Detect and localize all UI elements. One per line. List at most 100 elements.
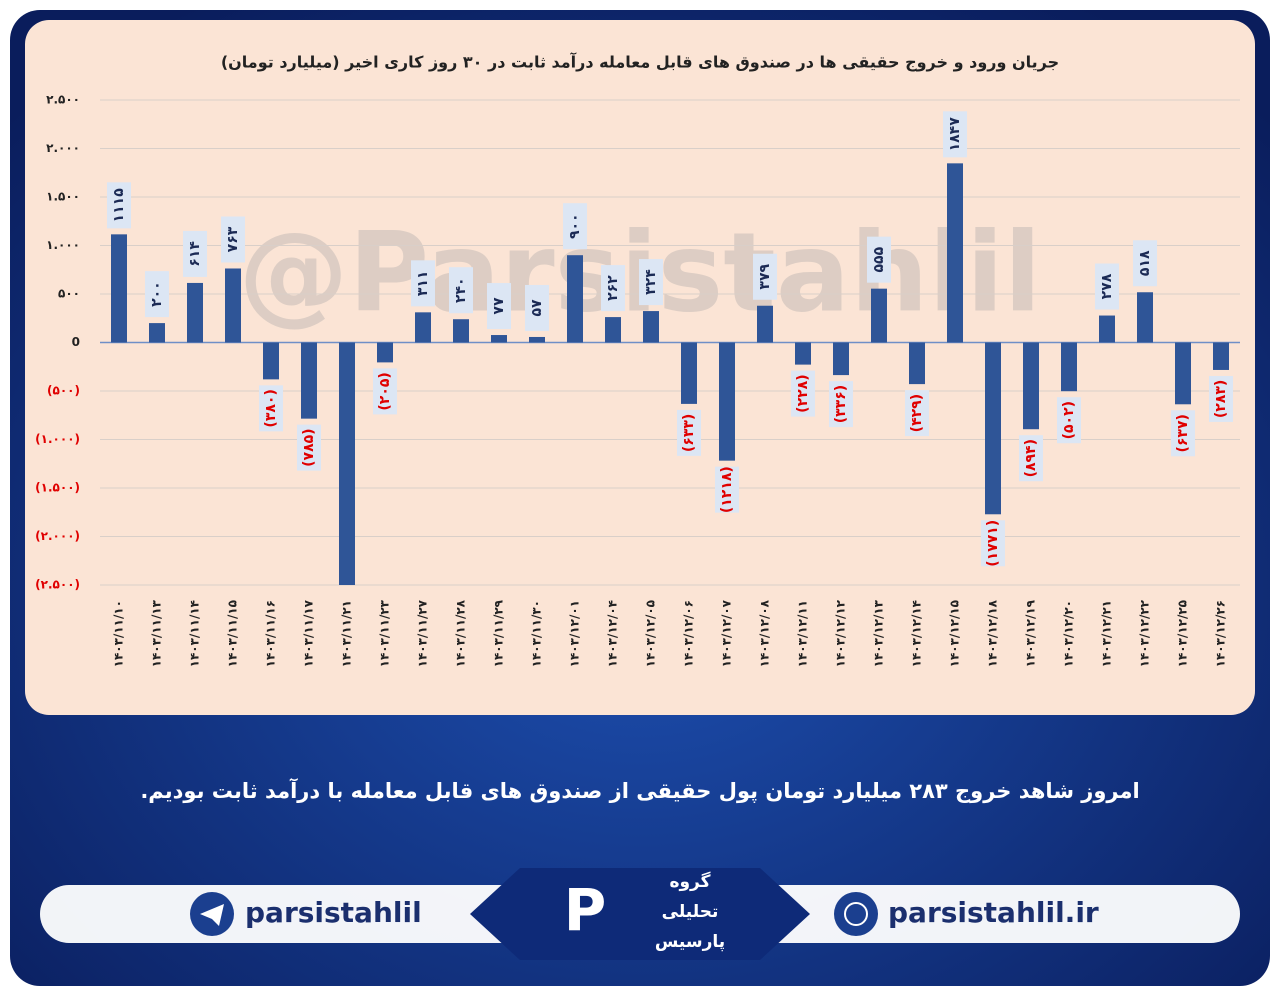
value-label: (۵۰۲)	[1061, 401, 1077, 439]
value-label: (۳۸۰)	[263, 389, 279, 427]
x-tick-label: ۱۴۰۳/۱۱/۱۰	[112, 600, 126, 667]
bar	[301, 342, 317, 419]
bar	[681, 342, 697, 404]
value-label: (۴۲۹)	[909, 394, 925, 432]
x-tick-label: ۱۴۰۳/۱۱/۲۸	[454, 599, 468, 667]
value-label: (۲۲۸)	[795, 374, 811, 412]
logo-mark: P	[564, 876, 607, 944]
x-tick-label: ۱۴۰۳/۱۲/۰۱	[568, 600, 582, 667]
value-label: ۳۱۱	[415, 271, 431, 297]
label-box	[1057, 397, 1081, 444]
bar	[947, 163, 963, 343]
bar	[453, 319, 469, 343]
y-tick-label: (۵۰۰)	[47, 384, 80, 398]
value-label: ۲۶۲	[605, 275, 621, 301]
bar	[415, 312, 431, 343]
x-tick-label: ۱۴۰۳/۱۱/۲۳	[378, 599, 392, 667]
bar	[985, 342, 1001, 515]
bar	[605, 317, 621, 343]
y-tick-label: (۱.۵۰۰)	[35, 481, 80, 495]
x-tick-label: ۱۴۰۳/۱۱/۱۴	[188, 600, 202, 667]
x-tick-label: ۱۴۰۳/۱۲/۱۴	[910, 600, 924, 667]
value-label: ۲۴۰	[453, 277, 469, 303]
x-tick-label: ۱۴۰۳/۱۲/۰۸	[758, 599, 772, 667]
label-box	[145, 271, 169, 318]
bar	[1099, 315, 1115, 343]
website: parsistahlil.ir	[888, 896, 1099, 929]
bar	[1137, 292, 1153, 343]
bar	[719, 342, 735, 461]
value-label: ۳۷۹	[757, 263, 773, 289]
x-tick-label: ۱۴۰۳/۱۱/۱۵	[226, 600, 240, 667]
label-box	[639, 259, 663, 306]
label-box	[715, 466, 739, 513]
label-box	[525, 284, 549, 331]
bar	[225, 268, 241, 343]
y-tick-label: ۱.۰۰۰	[46, 238, 80, 252]
x-tick-label: ۱۴۰۳/۱۲/۰۵	[644, 600, 658, 667]
label-box	[1095, 263, 1119, 310]
label-box	[753, 253, 777, 300]
web-icon	[834, 892, 878, 936]
x-tick-label: ۱۴۰۳/۱۲/۲۵	[1176, 600, 1190, 667]
label-box	[1019, 435, 1043, 482]
x-tick-label: ۱۴۰۳/۱۱/۱۳	[150, 599, 164, 667]
x-tick-label: ۱۴۰۳/۱۲/۱۹	[1024, 599, 1038, 667]
bar	[529, 336, 545, 343]
bar	[1175, 342, 1191, 405]
value-label: ۵۷	[529, 299, 545, 317]
y-tick-label: 0	[72, 335, 80, 349]
label-box	[867, 236, 891, 283]
value-label: (۷۸۵)	[301, 428, 317, 466]
label-box	[183, 230, 207, 277]
value-label: (۱۷۷۱)	[985, 520, 1001, 567]
value-label: ۵۵۵	[871, 246, 887, 272]
bar	[795, 342, 811, 365]
logo-badge	[470, 868, 810, 960]
telegram-handle: parsistahlil	[245, 896, 422, 929]
x-tick-label: ۱۴۰۳/۱۱/۲۹	[492, 599, 506, 667]
y-tick-label: ۲.۵۰۰	[46, 93, 80, 107]
x-tick-label: ۱۴۰۳/۱۲/۲۱	[1100, 600, 1114, 667]
value-label: ۵۱۸	[1137, 250, 1153, 276]
x-tick-label: ۱۴۰۳/۱۲/۱۳	[872, 599, 886, 667]
bar	[1023, 342, 1039, 430]
bar	[491, 335, 507, 343]
x-tick-label: ۱۴۰۳/۱۲/۱۸	[986, 599, 1000, 667]
bar	[149, 323, 165, 343]
bar	[567, 255, 583, 343]
bar	[377, 342, 393, 363]
label-box	[221, 216, 245, 263]
bar	[1061, 342, 1077, 392]
bar	[833, 342, 849, 376]
label-box	[107, 182, 131, 229]
y-tick-label: (۲.۵۰۰)	[35, 578, 80, 592]
label-box	[943, 111, 967, 158]
bar	[643, 311, 659, 343]
bar	[1213, 342, 1229, 370]
value-label: (۶۳۷)	[1175, 414, 1191, 452]
y-tick-label: ۱.۵۰۰	[46, 190, 80, 204]
x-tick-label: ۱۴۰۳/۱۱/۱۶	[264, 600, 278, 667]
label-box	[1133, 240, 1157, 287]
caption: امروز شاهد خروج ۲۸۳ میلیارد تومان پول حق…	[140, 778, 1139, 804]
value-label: ۷۶۳	[225, 226, 241, 252]
value-label: (۸۹۴)	[1023, 439, 1039, 477]
label-box	[981, 520, 1005, 567]
plot: (۲.۵۰۰) (۲.۰۰۰) (۱.۵۰۰) (۱.۰۰۰) (۵۰۰) 0 ۵۰۰ ۱.۰…	[35, 93, 1240, 667]
label-box	[829, 381, 853, 428]
bar	[909, 342, 925, 385]
value-label: ۳۲۴	[643, 269, 659, 295]
x-tick-label: ۱۴۰۳/۱۲/۲۶	[1214, 600, 1228, 667]
x-tick-label: ۱۴۰۳/۱۲/۱۱	[796, 600, 810, 667]
y-tick-label: (۲.۰۰۰)	[35, 529, 80, 543]
value-label: ۷۷	[491, 297, 507, 315]
label-box	[487, 283, 511, 330]
x-tick-label: ۱۴۰۳/۱۲/۱۵	[948, 600, 962, 667]
bar	[339, 342, 355, 585]
y-tick-label: ۵۰۰	[58, 287, 80, 301]
label-box	[791, 370, 815, 417]
label-box	[449, 267, 473, 314]
x-tick-label: ۱۴۰۳/۱۱/۳۰	[530, 600, 544, 667]
